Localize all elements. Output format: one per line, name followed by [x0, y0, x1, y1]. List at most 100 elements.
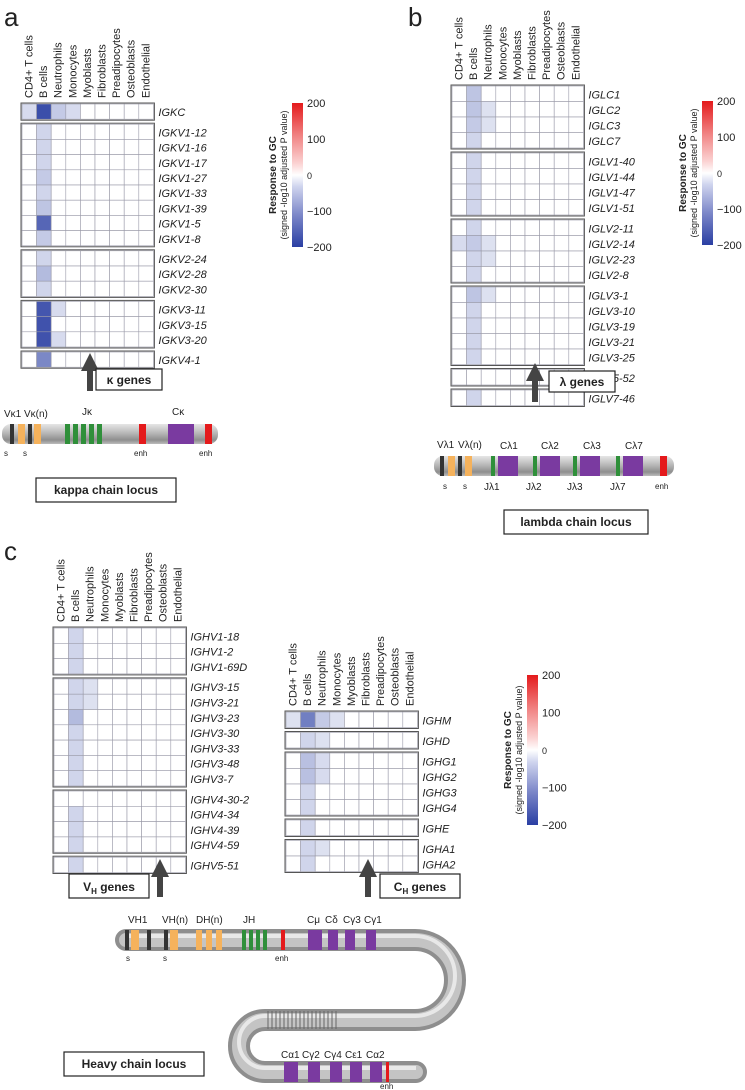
- heatmap-cell: [68, 693, 84, 710]
- heatmap-cell: [68, 739, 84, 756]
- heatmap-cell: [539, 348, 555, 365]
- heatmap-cell: [21, 250, 37, 267]
- heatmap-cell: [480, 235, 497, 252]
- legend-colorbar: [702, 101, 713, 245]
- heatmap-cell: [80, 184, 96, 201]
- heatmap-cell: [65, 199, 81, 216]
- heatmap-cell: [466, 369, 482, 386]
- column-header: Myoblasts: [82, 48, 94, 98]
- legend-subtitle: (signed -log10 adjusted P value): [514, 686, 524, 815]
- column-header: Osteoblasts: [556, 21, 568, 80]
- heatmap-cell: [112, 693, 128, 710]
- row-group-frame: [52, 789, 187, 854]
- legend-tick: 200: [717, 96, 735, 108]
- heatmap-cell: [112, 805, 128, 822]
- heatmap-cell: [451, 317, 467, 334]
- heatmap-cell: [80, 139, 96, 155]
- heatmap-cell: [329, 783, 345, 800]
- heatmap-cell: [138, 154, 154, 171]
- heatmap-cell: [373, 768, 389, 785]
- legend-tick: −200: [717, 240, 742, 252]
- row-label: IGHG3: [422, 788, 457, 800]
- heatmap-cell: [94, 351, 110, 368]
- heatmap-cell: [138, 280, 154, 297]
- row-label: IGLV1-40: [588, 157, 635, 169]
- heatmap-cell: [112, 821, 128, 838]
- heatmap-cell: [553, 266, 570, 283]
- heatmap-cell: [141, 693, 157, 710]
- heatmap-cell: [358, 732, 374, 749]
- heatmap-cell: [568, 168, 584, 185]
- heatmap-cell: [510, 389, 526, 406]
- row-group-frame: [20, 102, 155, 121]
- heatmap-cell: [329, 732, 345, 749]
- heatmap-cell: [65, 250, 81, 267]
- heatmap-cell: [123, 331, 140, 348]
- heatmap-cell: [141, 755, 157, 772]
- heatmap-cell: [329, 711, 345, 728]
- heatmap-cell: [466, 317, 482, 334]
- heatmap-cell: [155, 739, 172, 756]
- heatmap-cell: [510, 333, 526, 350]
- row-group-frame: [450, 84, 585, 150]
- heatmap-cell: [568, 348, 584, 365]
- heatmap-cell: [21, 123, 37, 140]
- heatmap-cell: [480, 132, 497, 149]
- heatmap-cell: [94, 139, 110, 155]
- row-group-frame: [284, 731, 419, 750]
- heatmap-cell: [155, 642, 172, 659]
- row-group-frame: [20, 249, 155, 298]
- lambda-c1-label: Cλ1: [500, 441, 518, 452]
- heatmap-cell: [126, 627, 142, 644]
- heatmap-cell: [50, 301, 67, 317]
- column-header: Neutrophils: [483, 24, 495, 80]
- heatmap-cell: [138, 199, 154, 216]
- heatmap-cell: [170, 678, 186, 695]
- heatmap-cell: [314, 752, 331, 769]
- row-label: IGKV1-39: [158, 203, 206, 215]
- heatmap-cell: [285, 732, 301, 749]
- heatmap-cell: [109, 123, 125, 140]
- row-label: IGHV3-48: [190, 759, 240, 771]
- row-label: IGKV4-1: [158, 355, 200, 367]
- heatmap-cell: [80, 280, 96, 297]
- heatmap-cell: [495, 250, 511, 267]
- heatmap-cell: [358, 799, 374, 816]
- heatmap-cell: [65, 103, 81, 120]
- heatmap-cell: [82, 770, 99, 787]
- heavy-bottom-cg4: Cγ4: [324, 1050, 342, 1061]
- heatmap-cell: [97, 836, 113, 853]
- heatmap-cell: [344, 752, 360, 769]
- heatmap-cell: [451, 235, 467, 252]
- heatmap-cell: [53, 642, 69, 659]
- color-legend-b: 200 100 0 −100 −200 Response to GC (signed -lo…: [678, 96, 742, 252]
- heatmap-cell: [451, 219, 467, 236]
- lambda-v1-label: Vλ1: [437, 440, 455, 451]
- lambda-c2-label: Cλ2: [541, 441, 559, 452]
- row-group-frame: [20, 299, 155, 349]
- heatmap-cell: [53, 856, 69, 873]
- row-label: IGHV4-34: [190, 810, 239, 822]
- row-label: IGHM: [422, 716, 452, 728]
- row-group-frame: [52, 626, 187, 676]
- heatmap-cell: [53, 821, 69, 838]
- heatmap-cell: [82, 658, 99, 675]
- heatmap-cell: [510, 317, 526, 334]
- heatmap-cell: [50, 265, 67, 282]
- heatmap-cell: [94, 154, 110, 171]
- heatmap-cell: [109, 265, 125, 282]
- lambda-j3-label: Jλ3: [567, 482, 583, 493]
- column-header: CD4+ T cells: [56, 559, 68, 622]
- heatmap-cell: [138, 139, 154, 155]
- row-label: IGHV3-7: [190, 774, 234, 786]
- heatmap-cell: [65, 351, 81, 368]
- heatmap-cell: [524, 199, 540, 216]
- heatmap-cell: [36, 169, 52, 186]
- heatmap-cell: [80, 230, 96, 247]
- heavy-v1-label: VH1: [128, 915, 148, 926]
- heatmap-cell: [451, 348, 467, 365]
- heatmap-cell: [82, 642, 99, 659]
- heatmap-cell: [329, 799, 345, 816]
- heatmap-cell: [155, 770, 172, 787]
- kappa-vn-label: Vκ(n): [24, 409, 48, 420]
